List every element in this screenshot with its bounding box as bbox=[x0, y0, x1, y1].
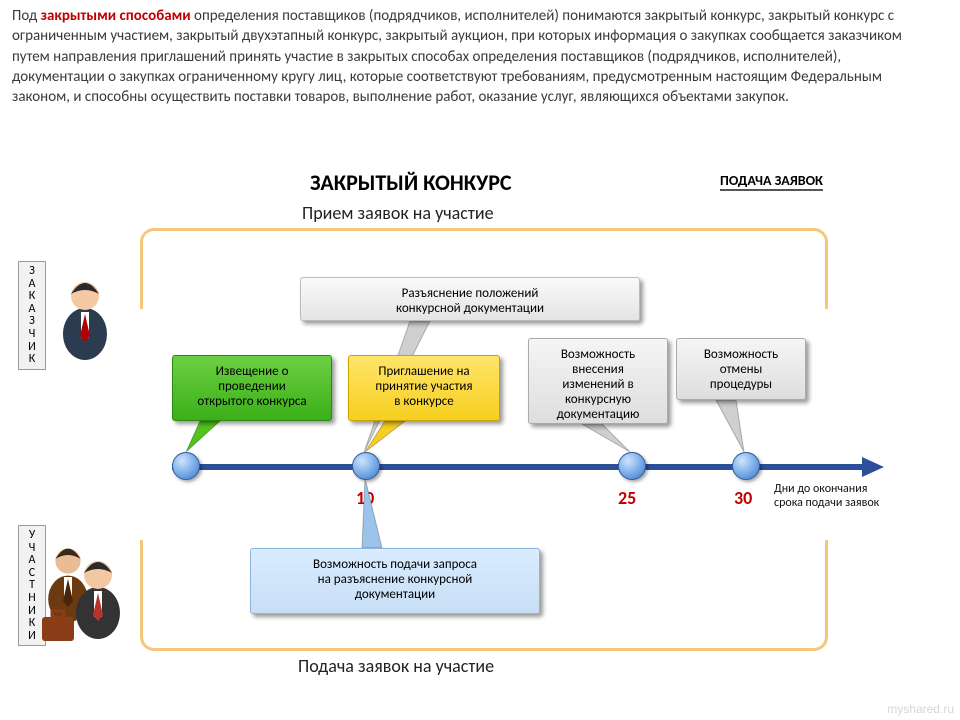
timeline-arrowhead bbox=[862, 457, 884, 477]
box-green: Извещение опроведенииоткрытого конкурса bbox=[172, 355, 332, 421]
watermark: myshared.ru bbox=[887, 702, 954, 716]
person-customer-icon bbox=[50, 278, 120, 368]
hdr-prefix: Под bbox=[12, 7, 41, 25]
bottom-subtitle: Подача заявок на участие bbox=[298, 655, 494, 677]
box-clar: Разъяснение положенийконкурсной документ… bbox=[300, 277, 640, 321]
box-grey2: Возможностьотменыпроцедуры bbox=[676, 338, 806, 400]
header-paragraph: Под закрытыми способами определения пост… bbox=[12, 6, 932, 107]
day-label: 25 bbox=[618, 487, 636, 509]
timeline-node-3 bbox=[618, 452, 646, 480]
podacha-link: ПОДАЧА ЗАЯВОК bbox=[720, 172, 823, 191]
box-grey1: Возможностьвнесенияизменений вконкурсную… bbox=[528, 338, 668, 424]
timeline-node-1 bbox=[172, 452, 200, 480]
box-blue: Возможность подачи запросана разъяснение… bbox=[250, 548, 540, 614]
day-label: 10 bbox=[356, 487, 374, 509]
hdr-emph: закрытыми способами bbox=[41, 7, 191, 25]
label-zakazchik: ЗАКАЗЧИК bbox=[18, 261, 46, 370]
box-yellow: Приглашение напринятие участияв конкурсе bbox=[348, 355, 500, 421]
person-participants-icon bbox=[40, 545, 135, 655]
main-title: ЗАКРЫТЫЙ КОНКУРС bbox=[310, 169, 512, 196]
day-label: 30 bbox=[734, 487, 752, 509]
timeline-node-4 bbox=[732, 452, 760, 480]
days-note: Дни до окончания срока подачи заявок bbox=[774, 482, 894, 510]
top-subtitle: Прием заявок на участие bbox=[302, 202, 494, 224]
timeline-node-2 bbox=[352, 452, 380, 480]
